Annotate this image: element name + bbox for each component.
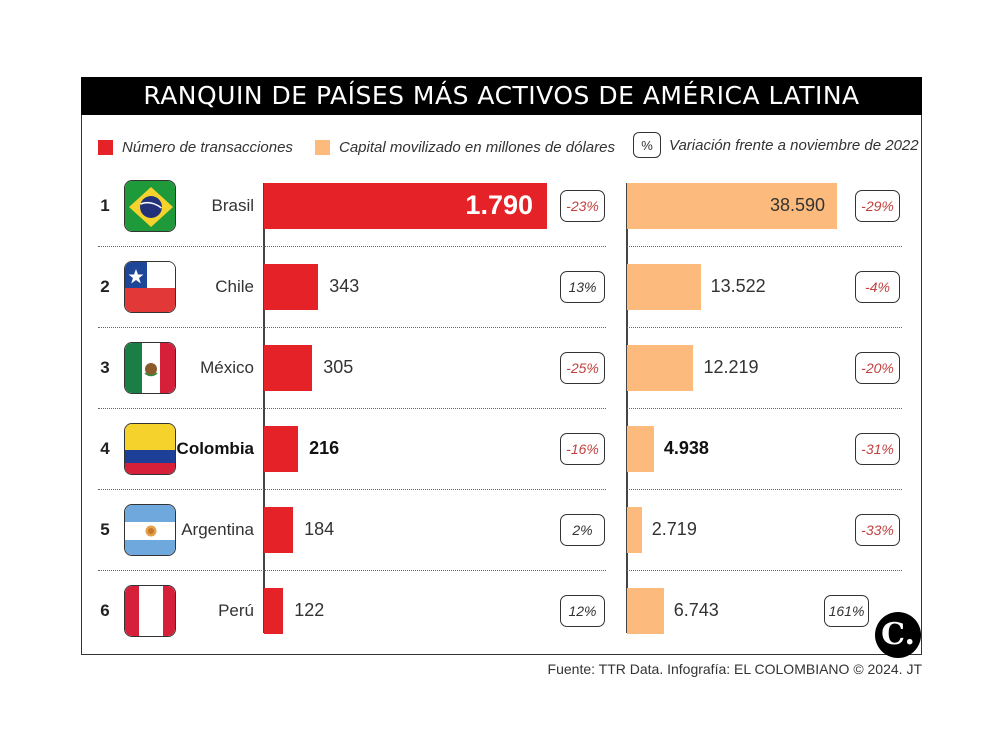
row-separator <box>98 570 606 571</box>
country-name: Perú <box>218 601 254 620</box>
capital-bar <box>627 183 837 229</box>
transactions-variation-badge: 13% <box>560 271 605 303</box>
transactions-bar <box>264 345 313 391</box>
transactions-value: 216 <box>309 438 340 458</box>
row-separator <box>98 246 606 247</box>
row-separator <box>98 489 606 490</box>
transactions-value: 305 <box>323 357 354 377</box>
capital-variation-badge: -31% <box>855 433 900 465</box>
capital-value: 13.522 <box>710 276 766 296</box>
transactions-variation-badge: 12% <box>560 595 605 627</box>
transactions-bar <box>264 426 299 472</box>
country-name: Argentina <box>181 520 254 539</box>
legend-swatch-orange <box>315 139 330 155</box>
chile-flag-icon <box>124 261 176 313</box>
brazil-flag-icon <box>124 180 176 232</box>
row-separator <box>627 327 902 328</box>
transactions-value: 184 <box>304 519 335 539</box>
row-separator <box>627 246 902 247</box>
capital-variation-badge: -33% <box>855 514 900 546</box>
transactions-variation-badge: -16% <box>560 433 605 465</box>
el-colombiano-logo: C. <box>875 612 921 658</box>
transactions-value: 343 <box>329 276 360 296</box>
transactions-bar <box>264 183 547 229</box>
rank-number: 6 <box>100 601 110 620</box>
source-credit: Fuente: TTR Data. Infografía: EL COLOMBI… <box>547 661 922 677</box>
capital-variation-badge: -29% <box>855 190 900 222</box>
mexico-flag-icon <box>124 342 176 394</box>
rank-number: 2 <box>100 277 110 296</box>
capital-variation-badge: -4% <box>855 271 900 303</box>
country-name: Colombia <box>176 439 254 458</box>
legend-transactions: Número de transacciones <box>98 136 293 158</box>
transactions-bar <box>264 507 294 553</box>
transactions-value: 122 <box>294 600 325 620</box>
transactions-bar <box>264 264 319 310</box>
legend-swatch-red <box>98 139 113 155</box>
legend-variation: % Variación frente a noviembre de 2022 <box>633 132 919 158</box>
row-separator <box>627 489 902 490</box>
row-separator <box>627 408 902 409</box>
transactions-variation-badge: -23% <box>560 190 605 222</box>
legend-variation-label: Variación frente a noviembre de 2022 <box>669 136 919 154</box>
capital-bar <box>627 264 701 310</box>
capital-value: 12.219 <box>703 357 759 377</box>
country-name: Brasil <box>211 196 254 215</box>
capital-value: 2.719 <box>651 519 697 539</box>
capital-value: 6.743 <box>673 600 719 620</box>
capital-axis <box>626 183 628 633</box>
rank-number: 5 <box>100 520 110 539</box>
capital-value: 4.938 <box>663 438 709 458</box>
transactions-value: 1.790 <box>465 190 533 220</box>
legend-capital: Capital movilizado en millones de dólare… <box>315 136 615 158</box>
rank-number: 3 <box>100 358 110 377</box>
infographic-frame <box>81 77 922 655</box>
legend-transactions-label: Número de transacciones <box>122 138 293 156</box>
legend-capital-label: Capital movilizado en millones de dólare… <box>339 138 615 156</box>
country-name: Chile <box>215 277 254 296</box>
capital-bar <box>627 426 654 472</box>
rank-number: 4 <box>100 439 110 458</box>
colombia-flag-icon <box>124 423 176 475</box>
country-name: México <box>200 358 254 377</box>
transactions-variation-badge: -25% <box>560 352 605 384</box>
legend-pct-key: % <box>633 132 661 158</box>
capital-bar <box>627 588 664 634</box>
row-separator <box>98 327 606 328</box>
capital-bar <box>627 345 694 391</box>
capital-variation-badge: -20% <box>855 352 900 384</box>
chart-title: RANQUIN DE PAÍSES MÁS ACTIVOS DE AMÉRICA… <box>81 77 922 115</box>
row-separator <box>98 408 606 409</box>
row-separator <box>627 570 902 571</box>
capital-bar <box>627 507 642 553</box>
capital-variation-badge: 161% <box>824 595 869 627</box>
transactions-bar <box>264 588 284 634</box>
argentina-flag-icon <box>124 504 176 556</box>
rank-number: 1 <box>100 196 110 215</box>
transactions-variation-badge: 2% <box>560 514 605 546</box>
peru-flag-icon <box>124 585 176 637</box>
capital-value: 38.590 <box>769 195 825 215</box>
